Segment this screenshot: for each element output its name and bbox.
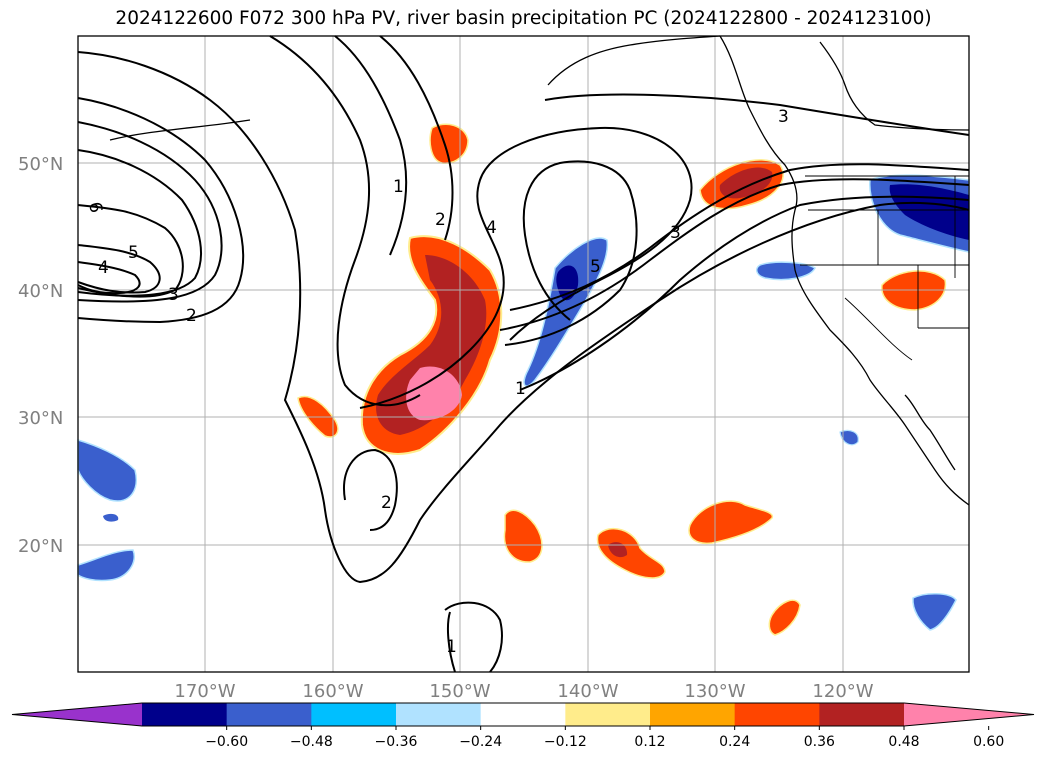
contour-label-3: 3 — [168, 285, 179, 305]
warm-anomaly-south-4 — [768, 599, 801, 636]
contour-label-6: 6 — [84, 200, 106, 214]
map-frame — [77, 35, 970, 673]
colorbar-tick-label: 0.48 — [888, 734, 919, 750]
colorbar-tick-label: 0.24 — [719, 734, 750, 750]
colorbar-segment — [480, 703, 566, 726]
map-area — [78, 36, 969, 672]
colorbar-tick-label: 0.60 — [973, 734, 1004, 750]
longitude-labels: 170°W 160°W 150°W 140°W 130°W 120°W — [174, 681, 873, 702]
lon-label-170: 170°W — [174, 681, 235, 702]
contour-label-3b: 3 — [670, 223, 681, 243]
colorbar-tick-label: −0.36 — [375, 734, 418, 750]
cool-anomaly-oregon-coast — [755, 261, 816, 281]
colorbar-tick-label: −0.48 — [290, 734, 333, 750]
colorbar-segment — [565, 703, 651, 726]
cool-anomaly-baja — [839, 429, 859, 446]
colorbar-outline — [11, 702, 1035, 727]
borders — [800, 175, 969, 361]
warm-anomaly-central-peak — [406, 366, 462, 421]
contour-label-1: 1 — [393, 177, 404, 197]
contour-label-4b: 4 — [486, 218, 497, 238]
warm-anomaly-south-2 — [596, 527, 666, 579]
warm-anomaly-south-1 — [503, 509, 543, 563]
lon-label-120: 120°W — [812, 681, 873, 702]
colorbar-tick-label: −0.12 — [544, 734, 587, 750]
contour-label-2c: 2 — [381, 493, 392, 513]
lon-label-140: 140°W — [557, 681, 618, 702]
colorbar-tick-label: 0.36 — [804, 734, 835, 750]
colorbar-segment — [819, 703, 905, 726]
contour-label-1c: 1 — [446, 637, 457, 657]
cool-anomaly-southwest-edge — [77, 549, 135, 582]
warm-anomaly-coast-core — [719, 167, 773, 199]
contour-label-3c: 3 — [778, 107, 789, 127]
latitude-labels: 50°N 40°N 30°N 20°N — [18, 154, 63, 557]
colorbar-segment — [734, 703, 820, 726]
graticule — [78, 36, 969, 672]
cool-anomaly-small — [103, 513, 119, 522]
contour-label-2: 2 — [186, 306, 197, 326]
warm-anomaly-south-3 — [688, 500, 774, 545]
colorbar: −0.60 −0.48 −0.36 −0.24 −0.12 0.12 0.24 0.36 0.4… — [11, 702, 1035, 750]
lat-label-20: 20°N — [18, 536, 63, 557]
cool-anomaly-central — [523, 237, 609, 387]
warm-anomaly-south-2-core — [608, 542, 628, 558]
contour-label-1b: 1 — [515, 379, 526, 399]
colorbar-extend-high — [904, 703, 1034, 726]
map-title: 2024122600 F072 300 hPa PV, river basin … — [115, 8, 932, 29]
contour-label-5: 5 — [128, 243, 139, 263]
lat-label-50: 50°N — [18, 154, 63, 175]
precipitation-fills — [77, 123, 970, 636]
colorbar-tick-label: 0.12 — [634, 734, 665, 750]
cool-anomaly-west-edge — [77, 438, 137, 502]
colorbar-segment — [650, 703, 736, 726]
lon-label-130: 130°W — [684, 681, 745, 702]
cool-anomaly-southeast — [912, 593, 957, 631]
pv-contours — [77, 35, 970, 673]
colorbar-tick-label: −0.60 — [205, 734, 248, 750]
lat-label-40: 40°N — [18, 281, 63, 302]
contour-label-4: 4 — [98, 258, 109, 278]
contour-label-5b: 5 — [590, 257, 601, 277]
colorbar-segment — [142, 703, 228, 726]
lon-label-150: 150°W — [429, 681, 490, 702]
colorbar-tick-label: −0.24 — [459, 734, 502, 750]
colorbar-segment — [311, 703, 397, 726]
colorbar-segment — [396, 703, 482, 726]
colorbar-extend-low — [12, 703, 142, 726]
contour-label-2b: 2 — [435, 210, 446, 230]
lon-label-160: 160°W — [302, 681, 363, 702]
contour-labels: 6 5 4 3 2 1 2 4 5 3 3 1 2 1 — [84, 107, 789, 657]
lat-label-30: 30°N — [18, 408, 63, 429]
colorbar-segment — [226, 703, 312, 726]
